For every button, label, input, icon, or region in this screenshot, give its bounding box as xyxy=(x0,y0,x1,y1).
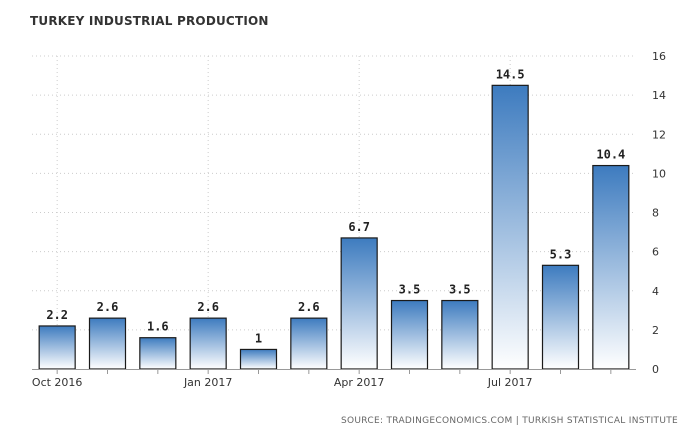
bar-jul-2017 xyxy=(491,84,529,370)
x-tick-label: Jan 2017 xyxy=(183,376,232,389)
x-tick-label: Jul 2017 xyxy=(487,376,533,389)
data-label: 1.6 xyxy=(147,320,169,334)
y-tick-label: 8 xyxy=(652,207,659,220)
data-label: 2.6 xyxy=(197,300,219,314)
y-axis: 0 2 4 6 8 10 12 14 16 xyxy=(652,50,666,376)
bar-may-2017 xyxy=(390,299,429,370)
data-label: 10.4 xyxy=(596,148,625,162)
x-axis: Oct 2016 Jan 2017 Apr 2017 Jul 2017 xyxy=(32,369,636,389)
x-tick-label: Oct 2016 xyxy=(32,376,83,389)
bar-mar-2017 xyxy=(290,317,328,370)
data-label: 1 xyxy=(255,331,262,345)
y-tick-label: 6 xyxy=(652,246,659,259)
data-labels-group: 2.2 2.6 1.6 2.6 1 2.6 6.7 3.5 3.5 14.5 5.3 10.4 xyxy=(46,67,625,345)
data-label: 2.2 xyxy=(46,308,68,322)
data-label: 2.6 xyxy=(97,300,119,314)
y-tick-label: 4 xyxy=(652,285,659,298)
bar-feb-2017 xyxy=(239,348,278,370)
y-tick-label: 0 xyxy=(652,363,659,376)
bar-aug-2017 xyxy=(541,264,580,370)
data-label: 6.7 xyxy=(348,220,370,234)
bar-dec-2016 xyxy=(139,337,177,370)
y-tick-label: 10 xyxy=(652,167,666,180)
bars-group xyxy=(38,84,630,370)
y-tick-label: 14 xyxy=(652,89,666,102)
source-note: SOURCE: TRADINGECONOMICS.COM | TURKISH S… xyxy=(341,416,678,426)
bar-nov-2016 xyxy=(88,317,127,370)
bar-oct-2016 xyxy=(38,325,76,370)
data-label: 3.5 xyxy=(449,283,471,297)
data-label: 3.5 xyxy=(399,283,421,297)
y-tick-label: 2 xyxy=(652,324,659,337)
y-tick-label: 12 xyxy=(652,128,666,141)
data-label: 2.6 xyxy=(298,300,320,314)
y-tick-label: 16 xyxy=(652,50,666,63)
chart-title: TURKEY INDUSTRIAL PRODUCTION xyxy=(30,14,269,28)
data-label: 14.5 xyxy=(496,67,525,81)
x-tick-label: Apr 2017 xyxy=(334,376,385,389)
gridlines xyxy=(32,55,636,369)
data-label: 5.3 xyxy=(550,247,572,261)
bar-jun-2017 xyxy=(441,299,479,370)
bar-apr-2017 xyxy=(340,237,378,370)
bar-jan-2017 xyxy=(189,317,227,370)
bar-sep-2017 xyxy=(592,164,630,370)
